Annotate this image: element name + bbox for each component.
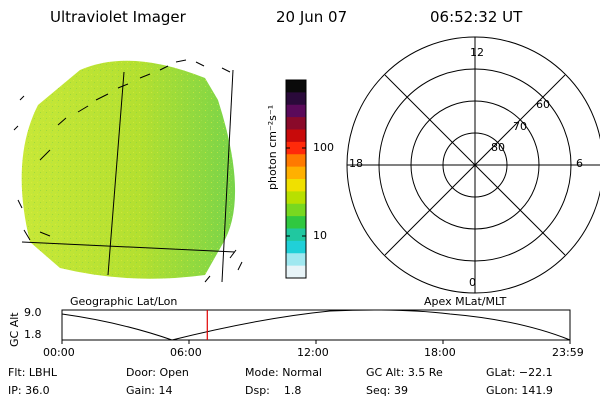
polar-lat-70: 70 (513, 120, 527, 133)
status-dsp: Dsp: 1.8 (245, 384, 302, 397)
observation-date: 20 Jun 07 (276, 8, 348, 26)
colorbar-segment (286, 141, 306, 155)
colorbar-frame (285, 79, 307, 279)
status-door: Door: Open (126, 366, 189, 379)
status-mode: Mode: Normal (245, 366, 322, 379)
polar-lat-80: 80 (491, 141, 505, 154)
polar-lat-60: 60 (536, 98, 550, 111)
status-seq: Seq: 39 (366, 384, 408, 397)
status-gain: Gain: 14 (126, 384, 173, 397)
status-glon: GLon: 141.9 (486, 384, 553, 397)
status-glat: GLat: −22.1 (486, 366, 553, 379)
colorbar-segment (286, 154, 306, 168)
earth-disc-image (21, 60, 236, 279)
colorbar-segment (286, 228, 306, 242)
altitude-plot-frame (61, 309, 571, 341)
colorbar-segment (286, 191, 306, 205)
colorbar (286, 80, 306, 279)
altitude-x-tick-4: 23:59 (552, 346, 584, 359)
polar-label-12: 12 (470, 46, 484, 59)
colorbar-tick-10: 10 (313, 229, 327, 242)
geographic-label: Geographic Lat/Lon (70, 295, 178, 308)
colorbar-segment (286, 104, 306, 118)
altitude-x-tick-0: 00:00 (43, 346, 75, 359)
altitude-x-tick-2: 12:00 (297, 346, 329, 359)
altitude-x-tick-3: 18:00 (424, 346, 456, 359)
colorbar-segment (286, 92, 306, 106)
polar-label-0: 0 (469, 276, 476, 289)
instrument-title: Ultraviolet Imager (50, 8, 186, 26)
polar-plot (346, 36, 600, 294)
colorbar-tick-100: 100 (313, 141, 334, 154)
altitude-y-tick-low: 1.8 (24, 328, 42, 341)
altitude-x-ticks (61, 340, 571, 344)
colorbar-segment (286, 240, 306, 254)
altitude-axis-title: GC Alt (8, 312, 21, 347)
colorbar-segment (286, 203, 306, 217)
status-flt: Flt: LBHL (8, 366, 57, 379)
status-gcalt: GC Alt: 3.5 Re (366, 366, 443, 379)
colorbar-segment (286, 253, 306, 267)
apex-label: Apex MLat/MLT (424, 295, 507, 308)
status-ip: IP: 36.0 (8, 384, 50, 397)
colorbar-segment (286, 117, 306, 131)
polar-label-6: 6 (576, 157, 583, 170)
colorbar-segment (286, 80, 306, 93)
altitude-curve (61, 309, 571, 341)
colorbar-segment (286, 129, 306, 143)
colorbar-segment (286, 265, 306, 279)
colorbar-segment (286, 179, 306, 192)
polar-label-18: 18 (349, 157, 363, 170)
observation-time: 06:52:32 UT (430, 8, 523, 26)
altitude-x-tick-1: 06:00 (170, 346, 202, 359)
colorbar-segment (286, 216, 306, 230)
altitude-y-tick-high: 9.0 (24, 306, 42, 319)
colorbar-unit-label: photon cm⁻²s⁻¹ (266, 104, 279, 190)
geographic-grid (13, 59, 243, 283)
colorbar-segment (286, 166, 306, 180)
